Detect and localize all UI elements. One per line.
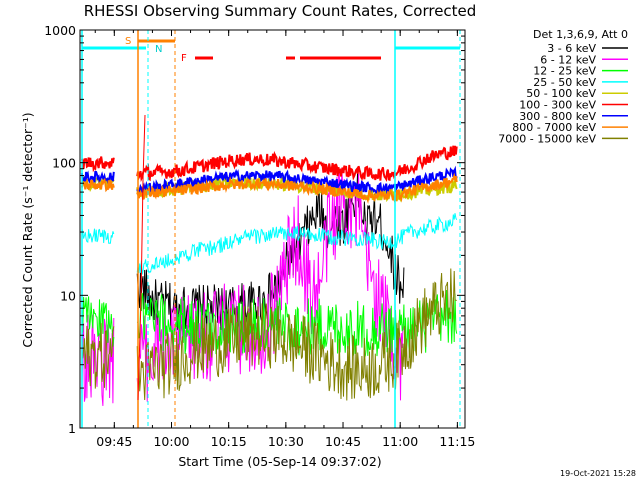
series-layer (80, 145, 458, 406)
x-axis: 09:45 10:00 10:15 10:30 10:45 11:00 11:15 (94, 30, 475, 449)
plot-frame (79, 29, 466, 429)
y-tick-label: 100 (52, 156, 76, 171)
series-early-3 (81, 228, 115, 244)
legend-label: 100 - 300 keV (519, 99, 596, 112)
series-early-8 (81, 323, 115, 389)
y-tick-label: 1000 (44, 23, 76, 38)
x-tick-label: 10:45 (325, 434, 361, 449)
overlay-layer: S N F (81, 30, 461, 428)
x-tick-label: 10:00 (153, 434, 189, 449)
series-early-7 (80, 177, 115, 193)
x-axis-label: Start Time (05-Sep-14 09:37:02) (178, 454, 381, 469)
x-tick-label: 10:30 (268, 434, 304, 449)
legend-label: 6 - 12 keV (540, 53, 596, 66)
y-tick-label: 10 (60, 288, 76, 303)
series-line-6 (136, 165, 458, 196)
y-axis-label: Corrected Count Rate (s⁻¹ detector⁻¹) (20, 112, 35, 347)
series-line-3 (136, 213, 458, 275)
x-tick-label: 10:15 (211, 434, 247, 449)
saa-spike (137, 114, 146, 401)
y-tick-label: 1 (68, 421, 76, 436)
flag-f: F (181, 53, 187, 64)
series-line-2 (136, 289, 458, 358)
x-tick-label: 11:15 (439, 434, 475, 449)
legend-label: 800 - 7000 keV (512, 121, 596, 134)
legend-title: Det 1,3,6,9, Att 0 (533, 28, 628, 41)
legend-label: 300 - 800 keV (519, 110, 596, 123)
x-tick-label: 11:00 (382, 434, 418, 449)
series-line-5 (136, 145, 458, 183)
series-line-7 (136, 172, 458, 204)
x-tick-label: 09:45 (96, 434, 132, 449)
y-axis: 1 10 100 1000 (44, 23, 465, 436)
legend-label: 25 - 50 keV (533, 76, 596, 89)
flag-n: N (155, 44, 162, 55)
legend-label: 12 - 25 keV (533, 65, 596, 78)
chart-title: RHESSI Observing Summary Count Rates, Co… (84, 2, 477, 20)
series-early-5 (80, 156, 115, 173)
legend-label: 3 - 6 keV (547, 42, 596, 55)
series-early-2 (81, 296, 115, 347)
series-line-8 (136, 268, 457, 401)
flag-s: S (125, 36, 131, 47)
timestamp: 19-Oct-2021 15:28 (560, 469, 636, 478)
legend-label: 50 - 100 keV (526, 87, 596, 100)
legend-label: 7000 - 15000 keV (498, 132, 596, 145)
series-line-1 (136, 167, 405, 402)
